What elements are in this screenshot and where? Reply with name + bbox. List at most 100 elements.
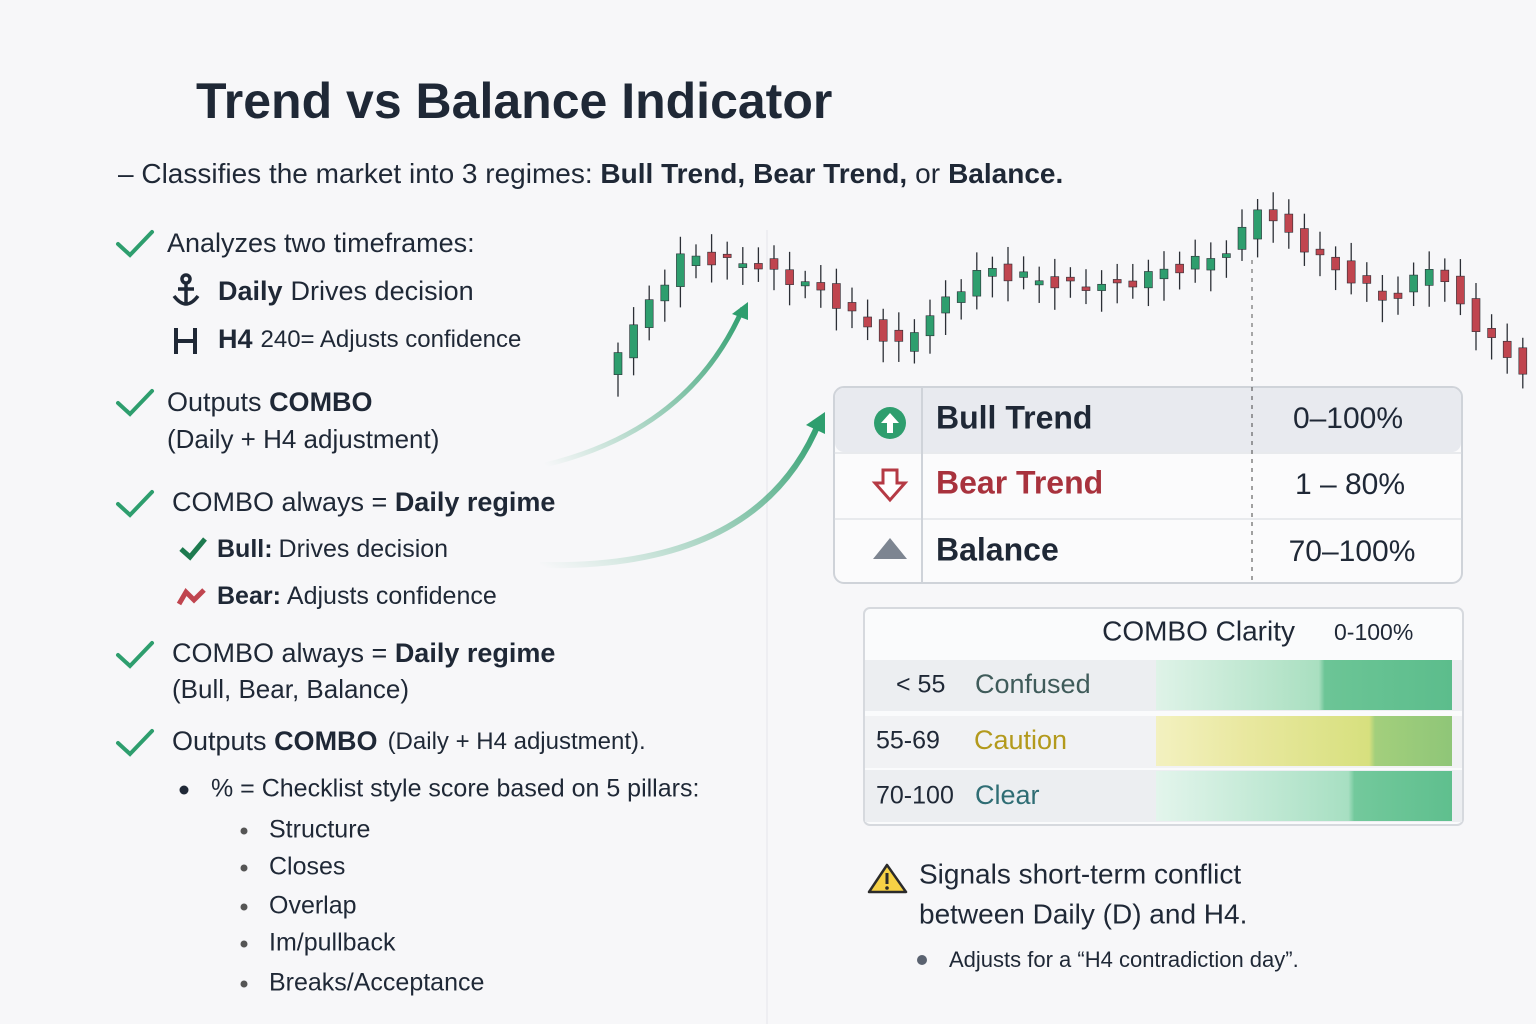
bullet (917, 955, 927, 965)
candle (676, 253, 685, 287)
candle (1424, 269, 1434, 286)
sub-bold: Bear: (217, 582, 281, 610)
regime-name: Balance (936, 531, 1059, 567)
candle (660, 284, 670, 302)
regime-name: Bull Trend (936, 399, 1092, 435)
candle (1471, 298, 1481, 332)
bull-icon (179, 537, 207, 561)
candle (1502, 340, 1512, 358)
candle (1112, 279, 1122, 284)
candle (1487, 328, 1496, 338)
candle (1346, 260, 1356, 284)
bullet (240, 827, 248, 835)
candle (613, 352, 623, 375)
h-icon (174, 328, 197, 354)
item-text: COMBO always = Daily regime (172, 638, 555, 668)
regime-range: 0–100% (1293, 402, 1403, 435)
warning-icon (867, 863, 908, 894)
item-text: COMBO always = Daily regime (172, 487, 555, 517)
sub-text: 240= Adjusts confidence (261, 326, 522, 353)
regime-table (833, 386, 1463, 584)
candle (1097, 283, 1106, 291)
candle (1066, 276, 1075, 282)
clarity-label: Clear (975, 780, 1040, 810)
item-lead: COMBO always = (172, 487, 395, 517)
intro: – Classifies the market into 3 regimes: … (118, 158, 1063, 189)
pillar: Structure (269, 816, 370, 844)
candle (1050, 276, 1060, 289)
arrow-head (806, 412, 825, 434)
candle (1144, 271, 1153, 289)
candle (1315, 248, 1325, 256)
candle (1222, 253, 1231, 258)
candle (1284, 213, 1294, 233)
intro-bear: Bear Trend, (753, 158, 907, 189)
item-bold: COMBO (269, 387, 373, 417)
bullet-text: % = Checklist style score based on 5 pil… (211, 775, 699, 803)
candle (832, 283, 841, 309)
item-bold: COMBO (274, 726, 378, 756)
sub-bold: H4 (218, 324, 253, 354)
candle (1362, 275, 1372, 284)
candle (1237, 226, 1247, 250)
bear-icon (176, 587, 206, 606)
title: Trend vs Balance Indicator (196, 73, 832, 129)
item-lead: Outputs (167, 387, 269, 417)
candle (1331, 256, 1340, 271)
candle (1268, 209, 1278, 222)
bullet (240, 903, 248, 911)
candle (941, 296, 950, 314)
intro-balance: Balance. (948, 158, 1063, 189)
pillar: Breaks/Acceptance (269, 969, 484, 997)
candle (972, 270, 982, 297)
candle (910, 332, 919, 352)
candle (1034, 280, 1044, 286)
clarity-range: 0-100% (1334, 619, 1413, 645)
candle (894, 329, 904, 342)
candle (956, 291, 966, 303)
warning-line: between Daily (D) and H4. (919, 898, 1247, 929)
candle (847, 302, 857, 312)
clarity-threshold: 55-69 (876, 727, 940, 755)
bullet (179, 785, 189, 795)
item-text: Outputs COMBO (167, 387, 373, 417)
candles (613, 192, 1528, 397)
pillar: Overlap (269, 892, 357, 920)
pillar: Closes (269, 853, 345, 881)
candle (738, 263, 748, 268)
candle (1159, 268, 1169, 280)
candle (754, 263, 763, 270)
sub-text: Adjusts confidence (287, 582, 497, 610)
item-lead: Outputs (172, 726, 274, 756)
candle (1440, 269, 1450, 283)
intro-or: or (915, 158, 940, 189)
sub-item: Daily Drives decision (218, 276, 474, 306)
intro-bull: Bull Trend, (600, 158, 745, 189)
candle (988, 268, 997, 277)
candle (863, 316, 872, 328)
clarity-label: Confused (975, 669, 1091, 699)
candle (1456, 275, 1465, 305)
item-bold: Daily regime (395, 638, 556, 668)
candle (800, 281, 810, 287)
sub-item: Bull: Drives decision (217, 535, 448, 563)
clarity-title: COMBO Clarity (1102, 615, 1295, 646)
arrow (544, 307, 746, 468)
candle (1003, 263, 1013, 282)
candle (1175, 263, 1184, 274)
item-bold: Daily regime (395, 487, 556, 517)
candle (707, 251, 716, 266)
bullet (240, 980, 248, 988)
clarity-label: Caution (974, 725, 1067, 755)
candle (644, 299, 654, 328)
candle (1019, 271, 1028, 278)
candle (691, 255, 701, 267)
pillar: Im/pullback (269, 929, 396, 957)
clarity-threshold: < 55 (896, 671, 945, 699)
clarity-threshold: 70-100 (876, 782, 954, 810)
warning-line: Signals short-term conflict (919, 858, 1241, 889)
candle (1128, 280, 1138, 288)
sub-bold: Daily (218, 276, 283, 306)
item-line2: (Bull, Bear, Balance) (172, 674, 409, 704)
